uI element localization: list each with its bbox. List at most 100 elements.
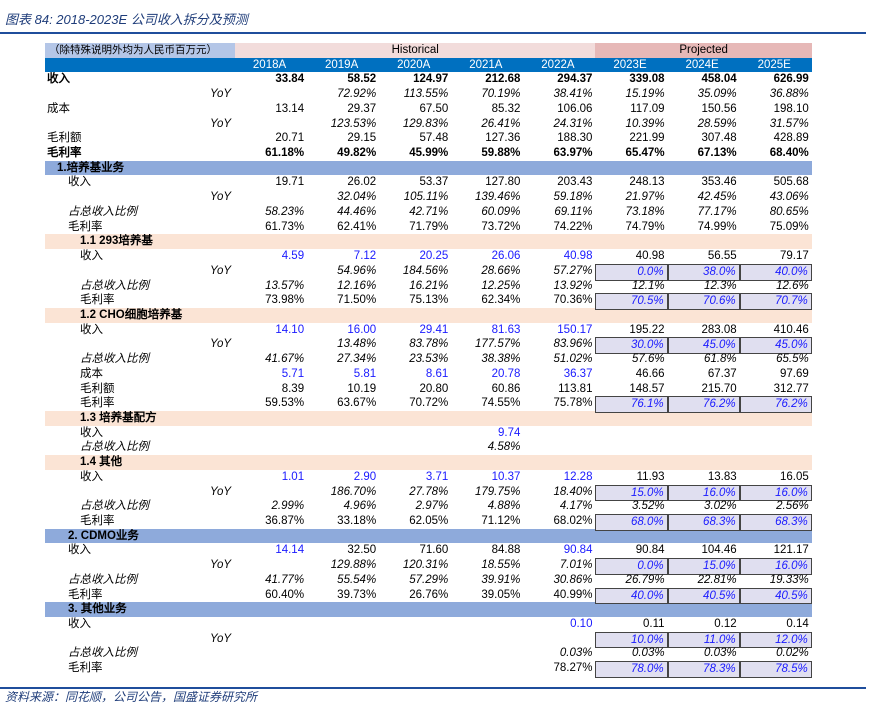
table-row: 毛利额 8.39 10.19 20.80 60.86 113.81 148.57 215.70… <box>45 382 812 397</box>
value-cell <box>379 617 451 632</box>
value-cell: 3.52% <box>631 500 665 513</box>
row-label: YoY <box>45 117 235 132</box>
value-cell: 20.80 <box>419 382 449 395</box>
value-cell: 41.77% <box>265 573 305 586</box>
table-row: YoY 186.70% 27.78% 179.75% 18.40% 15.0% 16.0% 1… <box>45 484 812 502</box>
value-cell: 353.46 <box>701 176 737 189</box>
row-label: 占总收入比例 <box>45 440 235 455</box>
value-cell: 76.2% <box>739 396 812 413</box>
row-label-text: 2. CDMO业务 <box>68 529 139 542</box>
value-cell: 458.04 <box>701 73 737 86</box>
value-cell: 626.99 <box>773 73 809 86</box>
value-cell: 61.18% <box>265 147 305 160</box>
row-label: 毛利率 <box>45 661 235 678</box>
value-cell: 129.88% <box>330 559 377 572</box>
value-cell: 40.5% <box>739 587 812 605</box>
value-cell: 13.83 <box>707 470 737 483</box>
figure-title: 图表 84: 2018-2023E 公司收入拆分及预测 <box>5 12 248 27</box>
value-cell: 4.88% <box>487 500 521 513</box>
row-label-text: 收入 <box>47 73 70 86</box>
top-divider <box>0 32 866 34</box>
value-cell: 28.59% <box>697 117 737 130</box>
value-cell: 248.13 <box>629 176 665 189</box>
row-label: YoY <box>45 485 235 502</box>
value-cell: 43.06% <box>769 191 809 204</box>
value-cell: 56.55 <box>707 250 737 263</box>
value-cell: 70.36% <box>553 294 593 307</box>
value-cell: 21.97% <box>625 191 665 204</box>
value-cell: 51.02% <box>553 353 593 366</box>
table-row: 占总收入比例 4.58% <box>45 440 812 455</box>
value-cell: 203.43 <box>557 176 593 189</box>
value-cell: 42.71% <box>409 205 449 218</box>
table-row: 收入 33.84 58.52 124.97 212.68 294.37 339.08 458.… <box>45 72 812 87</box>
row-label-text: 毛利率 <box>47 147 82 160</box>
row-label-text: 占总收入比例 <box>68 647 137 660</box>
value-cell: 60.86 <box>491 382 521 395</box>
value-cell: 18.40% <box>553 485 593 498</box>
table-row: YoY 72.92% 113.55% 70.19% 38.41% 15.19% 35.09%… <box>45 87 812 102</box>
section-header-row: 1.2 CHO细胞培养基 <box>45 307 812 323</box>
value-cell: 12.3% <box>704 279 737 292</box>
row-label: 收入 <box>45 323 235 338</box>
value-cell: 71.60 <box>419 544 449 557</box>
value-cell: 0.03% <box>559 647 593 660</box>
value-cell: 58.23% <box>265 205 305 218</box>
year-header: 2020A <box>397 58 431 71</box>
value-cell: 74.55% <box>481 397 521 410</box>
value-cell: 33.18% <box>337 515 377 527</box>
value-cell: 283.08 <box>701 323 737 336</box>
value-cell: 83.78% <box>409 338 449 351</box>
value-cell: 129.83% <box>402 117 449 130</box>
value-cell: 62.05% <box>409 515 449 527</box>
value-cell: 32.50 <box>347 544 377 557</box>
section-header-row: 1.3 培养基配方 <box>45 410 812 426</box>
value-cell: 29.41 <box>419 323 449 336</box>
value-cell: 61.8% <box>704 353 737 366</box>
year-header: 2023E <box>613 58 647 71</box>
value-cell <box>740 426 812 441</box>
value-cell <box>307 426 379 441</box>
section-header-row: 1.4 其他 <box>45 455 812 470</box>
table-row: 毛利额 20.71 29.15 57.48 127.36 188.30 221.99 307.… <box>45 131 812 146</box>
value-cell: 75.09% <box>769 220 809 233</box>
value-cell: 40.0% <box>739 263 812 281</box>
row-label-text: 占总收入比例 <box>68 573 137 586</box>
value-cell: 105.11% <box>403 191 449 204</box>
value-cell: 15.0% <box>595 484 668 502</box>
value-cell: 120.31% <box>402 559 449 572</box>
table-row: 成本 13.14 29.37 67.50 85.32 106.06 117.09 150.56… <box>45 102 812 117</box>
value-cell: 16.0% <box>739 484 812 502</box>
row-label-text: 1.1 293培养基 <box>80 235 153 248</box>
table-row: 收入 19.71 26.02 53.37 127.80 203.43 248.13 353.4… <box>45 175 812 190</box>
table-row: 收入 14.10 16.00 29.41 81.63 150.17 195.22 283.08… <box>45 323 812 338</box>
value-cell: 11.0% <box>667 631 740 649</box>
row-label-text: 成本 <box>47 102 70 115</box>
value-cell: 40.99% <box>553 588 593 601</box>
row-label: YoY <box>45 190 235 205</box>
year-header: 2019A <box>325 58 359 71</box>
unit-note: （除特殊说明外均为人民币百万元） <box>45 43 235 58</box>
value-cell: 0.14 <box>786 618 809 631</box>
value-cell: 20.25 <box>419 250 449 263</box>
row-label: 毛利率 <box>45 396 235 413</box>
value-cell: 113.81 <box>558 382 593 395</box>
value-cell: 14.10 <box>275 323 305 336</box>
value-cell: 75.13% <box>409 294 449 307</box>
header-row-period: （除特殊说明外均为人民币百万元） Historical Projected <box>45 43 812 58</box>
value-cell: 36.37 <box>563 367 593 380</box>
row-label-text: 占总收入比例 <box>80 279 149 292</box>
value-cell: 44.46% <box>337 205 377 218</box>
value-cell: 307.48 <box>701 132 737 145</box>
table-row: 毛利率 73.98% 71.50% 75.13% 62.34% 70.36% 70.5% 70… <box>45 293 812 310</box>
value-cell: 53.37 <box>419 176 449 189</box>
row-label-text: 成本 <box>80 367 103 380</box>
row-label: 1.1 293培养基 <box>45 234 235 249</box>
table-row: YoY 54.96% 184.56% 28.66% 57.27% 0.0% 38.0% 40.… <box>45 263 812 281</box>
value-cell: 74.79% <box>625 220 665 233</box>
row-label-text: YoY <box>210 485 232 498</box>
section-header-row: 3. 其他业务 <box>45 602 812 618</box>
source-note: 资料来源：同花顺，公司公告，国盛证券研究所 <box>5 690 258 704</box>
year-header: 2018A <box>252 58 287 71</box>
row-label-text: 收入 <box>80 470 103 483</box>
